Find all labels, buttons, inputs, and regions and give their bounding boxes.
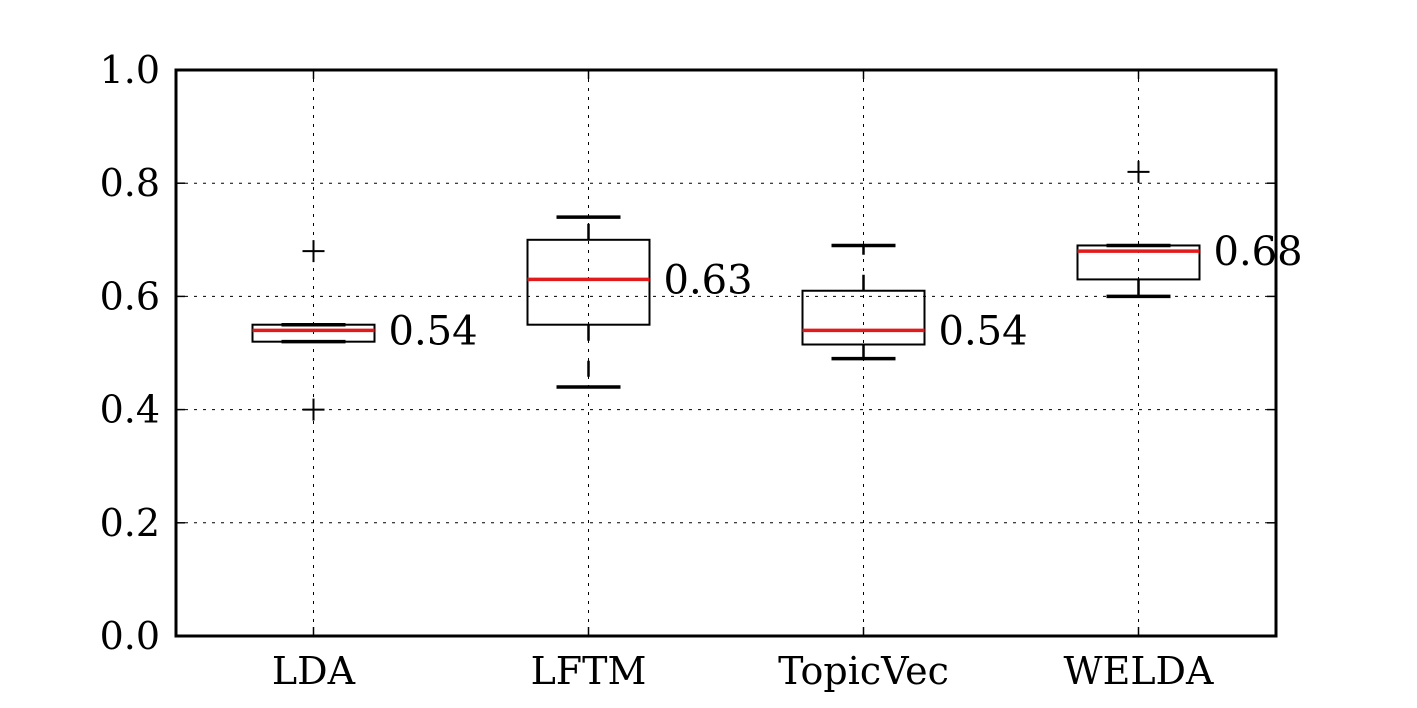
iqr-box: [526, 238, 651, 326]
box-group-welda: 0.68: [1076, 160, 1303, 299]
axis-layer: 0.0 0.2 0.4 0.6 0.8 1.0 LDA LFTM TopicVec WELDA: [100, 48, 1276, 693]
category-label: LDA: [272, 649, 356, 693]
iqr-box: [801, 289, 926, 346]
iqr-box: [251, 323, 376, 343]
y-tick-label: 0.0: [100, 614, 160, 658]
iqr-box: [1076, 244, 1201, 281]
box-group-topicvec: 0.54: [801, 243, 1028, 361]
grid-layer: [176, 70, 1276, 636]
box-group-lda: 0.54: [251, 240, 478, 421]
median-label: 0.54: [939, 308, 1028, 354]
outlier-marker: [1127, 160, 1150, 183]
category-label: TopicVec: [778, 649, 949, 693]
y-tick-label: 0.6: [100, 274, 160, 318]
box-group-lftm: 0.63: [526, 215, 753, 389]
outlier-marker: [302, 398, 325, 421]
outlier-marker: [302, 240, 325, 263]
median-label: 0.63: [664, 257, 753, 303]
box-layer: 0.54 0.63 0.54 0.68: [251, 160, 1303, 421]
plot-frame: [174, 68, 1278, 638]
y-tick-label: 1.0: [100, 48, 160, 92]
median-label: 0.54: [389, 308, 478, 354]
category-label: LFTM: [531, 649, 647, 693]
median-label: 0.68: [1214, 229, 1303, 275]
y-tick-label: 0.2: [100, 501, 160, 545]
category-label: WELDA: [1064, 649, 1214, 693]
y-tick-label: 0.4: [100, 388, 160, 432]
y-tick-label: 0.8: [100, 161, 160, 205]
